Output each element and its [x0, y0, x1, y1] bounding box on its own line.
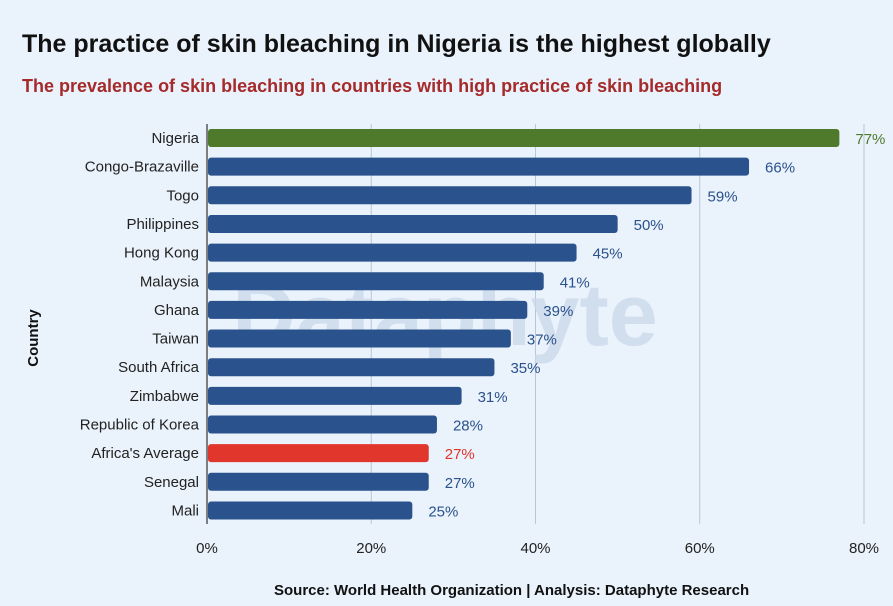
category-label: Africa's Average — [91, 445, 199, 462]
data-label: 37% — [527, 332, 557, 349]
data-label: 39% — [543, 303, 573, 320]
bar — [208, 472, 429, 491]
category-label: Malaysia — [140, 273, 200, 290]
data-label: 66% — [765, 160, 795, 177]
y-axis-label: Country — [25, 309, 42, 367]
bar — [208, 300, 528, 319]
category-label: Congo-Brazaville — [85, 159, 199, 176]
bar — [208, 329, 511, 348]
data-label: 31% — [478, 389, 508, 406]
x-tick-label: 80% — [849, 540, 879, 557]
data-label: 27% — [445, 446, 475, 463]
bar — [208, 444, 429, 463]
data-label: 25% — [428, 503, 458, 520]
data-label: 59% — [708, 188, 738, 205]
bar — [208, 501, 413, 520]
data-label: 41% — [560, 274, 590, 291]
x-tick-label: 40% — [520, 540, 550, 557]
category-label: Togo — [166, 187, 199, 204]
bar — [208, 157, 750, 176]
x-tick-label: 0% — [196, 540, 218, 557]
bar — [208, 386, 462, 405]
x-tick-label: 60% — [685, 540, 715, 557]
bar-chart: Dataphyte 77%66%59%50%45%41%39%37%35%31%… — [25, 124, 885, 557]
category-label: South Africa — [118, 359, 200, 376]
data-label: 28% — [453, 418, 483, 435]
data-label: 45% — [593, 246, 623, 263]
category-label: Zimbabwe — [130, 388, 199, 405]
category-label: Philippines — [126, 216, 199, 233]
axes: 0% 20% 40% 60% 80% Nigeria Congo-Brazaville Tog… — [80, 124, 879, 557]
data-label: 35% — [510, 360, 540, 377]
bar — [208, 243, 577, 262]
source-note: Source: World Health Organization | Anal… — [274, 582, 750, 599]
category-label: Hong Kong — [124, 245, 199, 262]
bar — [208, 186, 692, 205]
data-label: 50% — [634, 217, 664, 234]
x-tick-label: 20% — [356, 540, 386, 557]
category-label: Ghana — [154, 302, 200, 319]
bar — [208, 129, 840, 147]
category-label: Senegal — [144, 474, 199, 491]
category-label: Republic of Korea — [80, 417, 200, 434]
chart-title: The practice of skin bleaching in Nigeri… — [22, 30, 771, 58]
category-label: Taiwan — [152, 331, 199, 348]
bar — [208, 272, 544, 291]
bars: 77% 66% 59% 50% 45%41% 39% 37% 35%31% 28% 27% 27% 2… — [208, 129, 885, 520]
category-label: Nigeria — [151, 130, 199, 147]
bar — [208, 415, 437, 434]
bar — [208, 358, 495, 377]
chart-subtitle: The prevalence of skin bleaching in coun… — [22, 76, 723, 96]
data-label: 27% — [445, 475, 475, 492]
data-label: 77% — [855, 131, 885, 148]
bar — [208, 214, 618, 233]
category-label: Mali — [171, 502, 199, 519]
